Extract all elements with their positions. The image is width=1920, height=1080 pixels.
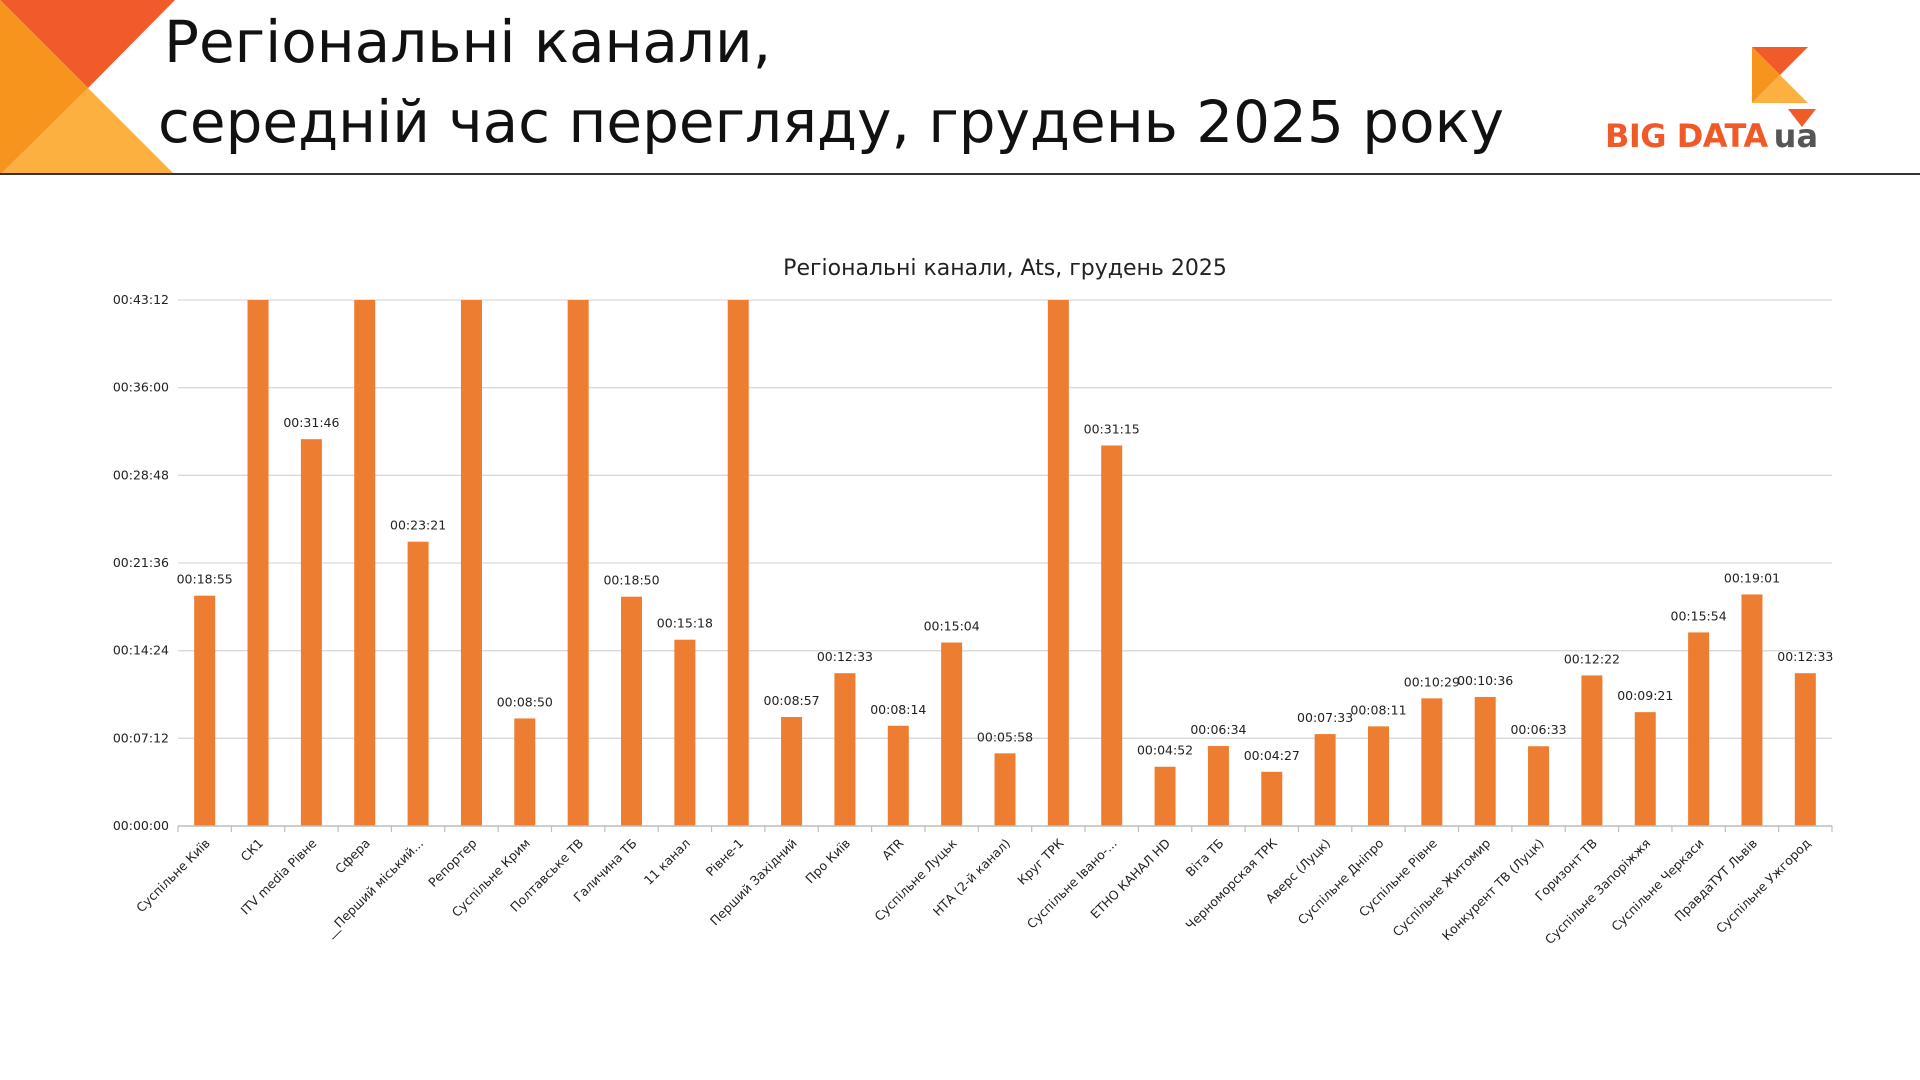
bar	[1421, 698, 1443, 826]
x-tick-label: Черноморская ТРК	[1183, 835, 1280, 932]
data-label: 00:08:11	[1350, 702, 1406, 717]
y-tick-label: 00:07:12	[113, 730, 169, 745]
bar	[407, 541, 429, 826]
data-label: 00:06:34	[1190, 722, 1246, 737]
bar	[887, 725, 909, 826]
data-label: 00:23:21	[390, 518, 446, 533]
data-label: 00:31:15	[1084, 422, 1140, 437]
data-label: 00:07:33	[1297, 710, 1353, 725]
bar	[834, 673, 856, 826]
x-tick-label: Конкурент ТВ (Луцк)	[1439, 836, 1547, 944]
x-tick-label: Віта ТБ	[1183, 836, 1227, 880]
y-tick-label: 00:43:12	[113, 292, 169, 307]
data-label: 00:15:54	[1671, 608, 1727, 623]
x-tick-label: __Перший міський...	[322, 836, 427, 941]
x-tick-label: Суспільне Київ	[133, 836, 213, 916]
bar	[1314, 734, 1336, 826]
x-tick-label: Суспільне Івано-...	[1024, 836, 1120, 932]
data-label: 00:08:50	[497, 694, 553, 709]
bar	[1207, 746, 1229, 826]
data-label: 00:18:55	[177, 572, 233, 587]
bar	[1688, 632, 1710, 826]
data-label: 00:12:22	[1564, 651, 1620, 666]
bar	[194, 595, 216, 826]
bar	[941, 642, 963, 826]
data-label: 00:10:36	[1457, 673, 1513, 688]
y-tick-label: 00:36:00	[113, 380, 169, 395]
chart-container: Регіональні канали, Ats, грудень 2025 00:…	[0, 230, 1920, 955]
bar	[781, 717, 803, 826]
x-tick-label: Суспільне Ужгород	[1713, 836, 1814, 937]
bar	[300, 439, 322, 826]
data-label: 00:18:50	[603, 573, 659, 588]
data-label: 00:08:57	[764, 693, 820, 708]
bar	[247, 300, 269, 826]
bar	[1047, 300, 1069, 826]
bar	[674, 639, 696, 826]
bar	[1367, 726, 1389, 826]
bar	[1261, 771, 1283, 826]
data-label: 00:08:14	[870, 702, 926, 717]
bar	[514, 718, 536, 826]
slide-title-line-2: середній час перегляду, грудень 2025 рок…	[158, 88, 1504, 156]
bar	[1474, 696, 1496, 826]
x-tick-label: СК1	[237, 836, 266, 865]
x-tick-label: Про Київ	[802, 836, 853, 887]
y-tick-label: 00:00:00	[113, 818, 169, 833]
y-tick-label: 00:28:48	[113, 467, 169, 482]
bar	[1101, 445, 1123, 826]
bar	[1634, 712, 1656, 826]
x-tick-label: Сфера	[332, 836, 373, 877]
data-label: 00:04:27	[1244, 748, 1300, 763]
bar	[1581, 675, 1603, 826]
corner-triangle-mid	[0, 0, 88, 175]
bar	[1794, 673, 1816, 826]
data-label: 00:05:58	[977, 729, 1033, 744]
bar	[1154, 766, 1176, 826]
data-label: 00:15:18	[657, 616, 713, 631]
bar	[354, 300, 376, 826]
y-tick-label: 00:21:36	[113, 555, 169, 570]
data-label: 00:12:33	[1777, 649, 1833, 664]
data-label: 00:09:21	[1617, 688, 1673, 703]
bar	[727, 300, 749, 826]
brand-logo: BIG DATA ua	[1605, 45, 1835, 160]
logo-suffix: ua	[1773, 117, 1819, 155]
slide-title: Регіональні канали, середній час перегля…	[158, 2, 1504, 162]
header-divider	[0, 173, 1920, 175]
slide-title-line-1: Регіональні канали,	[164, 8, 772, 76]
data-label: 00:15:04	[924, 619, 980, 634]
bar	[994, 753, 1016, 826]
logo-mark-icon	[1752, 47, 1816, 127]
y-tick-label: 00:14:24	[113, 643, 169, 658]
bar	[1528, 746, 1550, 826]
x-tick-label: Репортер	[425, 835, 479, 889]
bar	[1741, 594, 1763, 826]
x-tick-label: Суспільне Житомир	[1389, 835, 1493, 939]
bar	[567, 300, 589, 826]
bar	[621, 596, 643, 826]
data-label: 00:04:52	[1137, 743, 1193, 758]
bar	[460, 300, 482, 826]
corner-triangle-light	[0, 88, 175, 175]
x-tick-label: ATR	[879, 835, 907, 863]
data-label: 00:12:33	[817, 649, 873, 664]
x-tick-label: 11 канал	[641, 836, 693, 888]
x-tick-label: Рівне-1	[703, 836, 747, 880]
corner-triangle-dark	[0, 0, 175, 88]
bar-chart: Регіональні канали, Ats, грудень 2025 00:…	[113, 256, 1834, 948]
x-tick-label: Суспільне Запоріжжя	[1542, 836, 1654, 948]
x-tick-label: Круг ТРК	[1014, 835, 1066, 887]
data-label: 00:10:29	[1404, 674, 1460, 689]
data-label: 00:06:33	[1510, 722, 1566, 737]
chart-title: Регіональні канали, Ats, грудень 2025	[783, 256, 1227, 281]
x-tick-label: Суспільне Черкаси	[1608, 836, 1706, 934]
logo-text: BIG DATA	[1605, 117, 1768, 155]
data-label: 00:19:01	[1724, 570, 1780, 585]
corner-decoration	[0, 0, 175, 175]
data-label: 00:31:46	[283, 415, 339, 430]
logo-wordmark: BIG DATA ua	[1605, 117, 1818, 155]
